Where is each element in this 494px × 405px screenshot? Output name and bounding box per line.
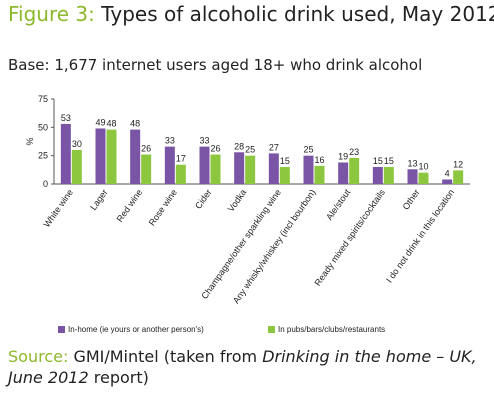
bar-in-home (234, 152, 245, 184)
category-label: White wine (42, 187, 75, 229)
legend-label: In pubs/bars/clubs/restaurants (278, 325, 385, 334)
value-label-in-home: 27 (269, 142, 279, 152)
bar-in-pubs (245, 155, 256, 184)
value-label-in-pubs: 23 (349, 147, 359, 157)
value-label-in-pubs: 15 (384, 156, 394, 166)
y-tick-label: 75 (38, 94, 48, 104)
category-label: Ready mixed spirits/cocktails (313, 187, 388, 288)
value-label-in-pubs: 17 (176, 154, 186, 164)
bar-in-pubs (141, 154, 152, 184)
bar-in-pubs (349, 157, 360, 184)
value-label-in-home: 48 (130, 119, 140, 129)
bar-in-pubs (314, 165, 325, 184)
y-tick-label: 0 (43, 179, 48, 189)
chart-legend: In-home (ie yours or another person's) In… (58, 325, 385, 334)
value-label-in-home: 4 (445, 168, 450, 178)
bar-in-pubs (418, 172, 429, 184)
bar-in-pubs (175, 164, 186, 184)
legend-swatch (58, 326, 65, 333)
y-tick-label: 50 (38, 122, 48, 132)
bar-in-home (95, 128, 106, 184)
bar-in-home (164, 146, 175, 184)
value-label-in-home: 53 (61, 113, 71, 123)
chart-axes: 0 25 50 75% (25, 94, 470, 189)
source-end: report) (93, 368, 149, 387)
category-label: Lager (88, 187, 109, 212)
value-label-in-pubs: 15 (280, 156, 290, 166)
value-label-in-pubs: 26 (141, 144, 151, 154)
category-label: Ale/stout (324, 187, 353, 222)
value-label-in-home: 28 (234, 141, 244, 151)
y-tick-label: 25 (38, 151, 48, 161)
bar-in-home (372, 167, 383, 184)
value-label-in-home: 33 (165, 136, 175, 146)
category-label: Other (401, 187, 422, 211)
bar-in-pubs (279, 167, 290, 184)
legend-label: In-home (ie yours or another person's) (68, 325, 204, 334)
value-label-in-home: 15 (373, 156, 383, 166)
source-note: Source: GMI/Mintel (taken from Drinking … (8, 346, 488, 388)
source-report-title: Drinking in the home – UK, June 2012 (8, 347, 477, 387)
bar-in-home (199, 146, 210, 184)
value-label-in-home: 49 (95, 117, 105, 127)
value-label-in-home: 13 (407, 158, 417, 168)
value-label-in-pubs: 48 (106, 119, 116, 129)
category-label: Vodka (226, 187, 249, 213)
value-label-in-pubs: 25 (245, 145, 255, 155)
category-label: Cider (193, 187, 214, 210)
value-label-in-home: 19 (338, 151, 348, 161)
bar-in-pubs (383, 167, 394, 184)
category-label: I do not drink in this location (384, 187, 456, 284)
bar-in-home (303, 155, 314, 184)
figure-number: Figure 3: (8, 2, 95, 26)
value-label-in-pubs: 16 (314, 155, 324, 165)
bar-in-home (407, 169, 418, 184)
source-text: GMI/Mintel (taken from (73, 347, 258, 366)
bar-in-pubs (106, 129, 117, 184)
value-label-in-pubs: 10 (418, 162, 428, 172)
bar-in-home (130, 129, 141, 184)
bar-in-home (60, 123, 71, 184)
bar-in-pubs (210, 154, 221, 184)
bar-in-pubs (453, 170, 464, 184)
bar-in-home (442, 179, 453, 184)
base-note: Base: 1,677 internet users aged 18+ who … (8, 56, 423, 74)
category-label: Rose wine (147, 187, 179, 227)
category-label: Red wine (115, 187, 145, 223)
bar-in-home (268, 153, 279, 184)
value-label-in-pubs: 26 (210, 144, 220, 154)
chart-category-labels: White wine Lager Red wine Rose wine Cider Vod… (42, 187, 457, 305)
figure-title: Figure 3: Types of alcoholic drink used,… (8, 2, 494, 26)
value-label-in-pubs: 12 (453, 159, 463, 169)
chart-bars (60, 123, 464, 184)
legend-swatch (268, 326, 275, 333)
y-axis-label: % (25, 137, 35, 145)
bar-in-pubs (71, 150, 82, 184)
source-lead: Source: (8, 347, 69, 366)
bar-in-home (338, 162, 349, 184)
figure-title-text: Types of alcoholic drink used, May 2012 (101, 2, 494, 26)
value-label-in-home: 25 (303, 145, 313, 155)
value-label-in-home: 33 (199, 136, 209, 146)
value-label-in-pubs: 30 (72, 139, 82, 149)
